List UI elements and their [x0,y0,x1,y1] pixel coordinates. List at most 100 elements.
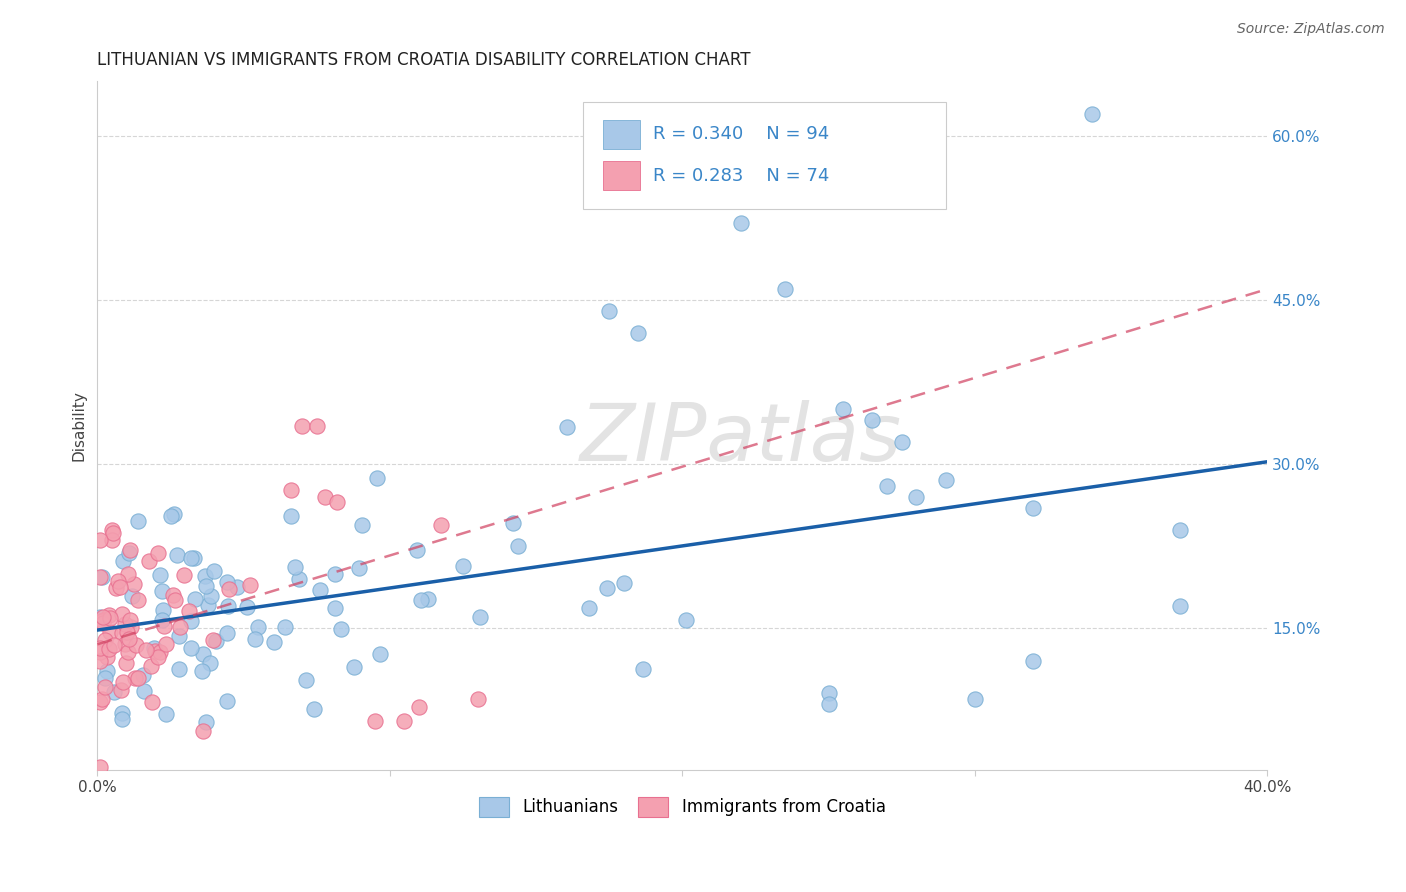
Point [127,671,149,685]
Point [120,620,142,634]
Point [239,578,262,592]
Point [118,613,141,627]
Point [97,642,120,657]
Point [155,637,177,651]
Point [162,588,184,602]
Point [291,418,314,433]
Point [93,671,115,685]
Point [149,568,172,582]
Point [89,641,111,656]
Point [100,610,122,624]
Point [323,600,346,615]
Point [612,575,634,590]
Point [98,607,121,622]
Point [876,479,898,493]
Point [218,582,240,596]
Point [166,548,188,562]
Point [89,695,111,709]
Point [115,624,138,639]
Point [91,616,114,631]
Point [194,579,217,593]
Text: R = 0.283    N = 74: R = 0.283 N = 74 [654,167,830,185]
Point [118,632,141,647]
Point [730,217,752,231]
Point [105,581,128,595]
Point [326,495,349,509]
Point [138,554,160,568]
Point [143,640,166,655]
Text: LITHUANIAN VS IMMIGRANTS FROM CROATIA DISABILITY CORRELATION CHART: LITHUANIAN VS IMMIGRANTS FROM CROATIA DI… [97,51,751,69]
Point [107,574,129,588]
Point [167,629,190,643]
Point [127,592,149,607]
Point [451,558,474,573]
Point [405,543,427,558]
Point [817,686,839,700]
Point [235,600,257,615]
Point [243,632,266,647]
Point [134,683,156,698]
Point [890,435,912,450]
Point [347,560,370,574]
Point [93,614,115,628]
Point [578,601,600,615]
Point [139,659,162,673]
Point [197,598,219,612]
Point [118,546,141,560]
Point [470,610,492,624]
FancyBboxPatch shape [603,120,640,149]
Point [155,706,177,721]
Point [508,539,530,553]
Point [153,618,176,632]
Point [280,509,302,524]
Point [832,402,855,417]
Point [283,559,305,574]
Point [633,662,655,676]
Point [146,546,169,560]
Point [180,614,202,628]
Point [125,638,148,652]
Point [163,592,186,607]
Point [89,760,111,774]
Point [89,654,111,668]
Point [350,518,373,533]
Point [184,592,207,607]
Point [117,645,139,659]
Point [91,610,114,624]
Point [180,550,202,565]
Point [96,649,118,664]
Point [120,542,142,557]
Point [90,614,112,628]
Point [89,645,111,659]
Point [146,650,169,665]
Point [302,702,325,716]
Point [193,647,215,661]
Point [141,695,163,709]
Point [963,692,986,706]
Point [167,662,190,676]
Point [111,626,134,640]
Point [247,620,270,634]
Point [127,514,149,528]
Point [90,692,112,706]
Text: ZIPatlas: ZIPatlas [579,401,901,478]
Point [163,507,186,521]
Point [114,637,136,651]
Legend: Lithuanians, Immigrants from Croatia: Lithuanians, Immigrants from Croatia [472,790,893,823]
Point [418,591,440,606]
Point [905,490,928,504]
Point [195,715,218,730]
Point [114,616,136,631]
Point [198,657,221,671]
Point [111,712,134,726]
Point [183,551,205,566]
Point [1081,107,1104,121]
Point [1168,523,1191,537]
Point [190,664,212,678]
Point [288,572,311,586]
Point [862,413,884,427]
Point [115,657,138,671]
Point [409,593,432,607]
Point [98,625,121,640]
Point [201,633,224,648]
